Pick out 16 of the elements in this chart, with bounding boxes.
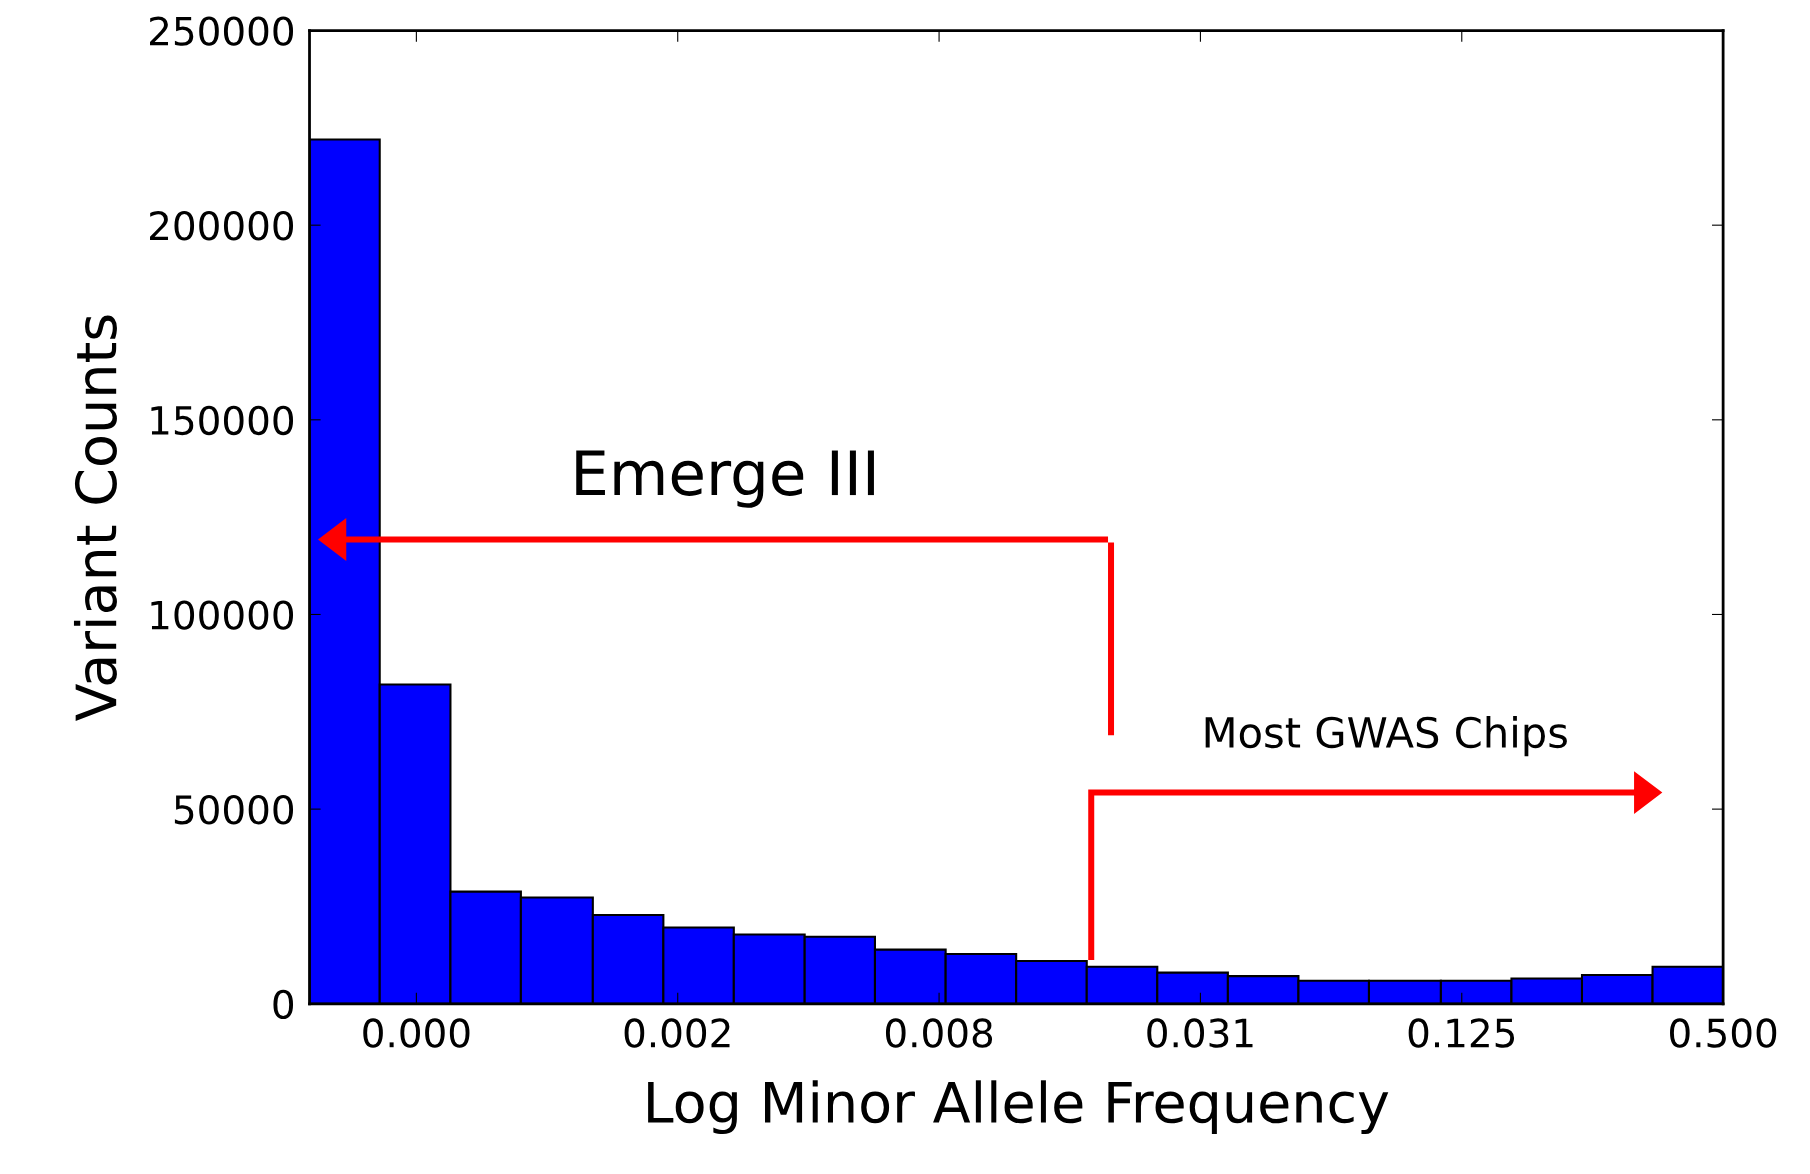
x-tick-label: 0.000: [363, 1018, 470, 1048]
annotation: Most GWAS Chips: [1205, 715, 1567, 757]
y-tick-label: 100000: [151, 600, 294, 630]
y-tick-label: 50000: [174, 795, 294, 825]
x-tick-label: 0.125: [1408, 1018, 1515, 1048]
y-tick-label: 250000: [150, 16, 294, 46]
annotation: Emerge III: [576, 450, 874, 508]
x-tick-label: 0.008: [885, 1018, 993, 1048]
x-tick-label: 0.002: [624, 1018, 730, 1048]
y-tick-label: 150000: [151, 405, 294, 436]
x-axis-title: Log Minor Allele Frequency: [648, 1080, 1389, 1135]
y-tick-label: 0: [273, 989, 294, 1020]
y-tick-label: 200000: [150, 211, 294, 241]
x-tick-label: 0.500: [1670, 1018, 1777, 1048]
x-tick-label: 0.031: [1147, 1018, 1253, 1048]
y-axis-title: Variant Counts: [73, 315, 117, 722]
